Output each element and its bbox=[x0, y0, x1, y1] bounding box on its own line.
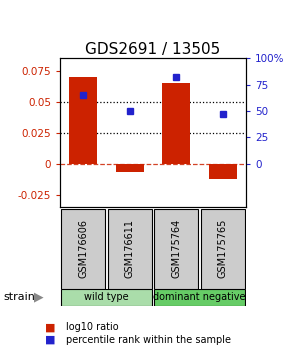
Bar bbox=[69, 77, 97, 164]
Text: wild type: wild type bbox=[84, 292, 129, 302]
Text: percentile rank within the sample: percentile rank within the sample bbox=[66, 335, 231, 345]
Title: GDS2691 / 13505: GDS2691 / 13505 bbox=[85, 42, 220, 57]
Text: GSM175764: GSM175764 bbox=[171, 219, 181, 278]
Text: GSM176606: GSM176606 bbox=[78, 219, 88, 278]
Bar bbox=[201, 209, 244, 289]
Bar bbox=[154, 209, 198, 289]
Bar bbox=[61, 289, 152, 306]
Bar bbox=[154, 289, 244, 306]
Bar bbox=[61, 209, 105, 289]
Bar bbox=[209, 164, 237, 179]
Text: ■: ■ bbox=[45, 335, 56, 345]
Text: strain: strain bbox=[3, 292, 35, 302]
Text: log10 ratio: log10 ratio bbox=[66, 322, 118, 332]
Bar bbox=[162, 83, 190, 164]
Bar bbox=[108, 209, 152, 289]
Text: ■: ■ bbox=[45, 322, 56, 332]
Text: dominant negative: dominant negative bbox=[153, 292, 246, 302]
Text: ▶: ▶ bbox=[34, 291, 44, 304]
Text: GSM175765: GSM175765 bbox=[218, 219, 228, 278]
Bar bbox=[116, 164, 144, 172]
Text: GSM176611: GSM176611 bbox=[125, 219, 135, 278]
